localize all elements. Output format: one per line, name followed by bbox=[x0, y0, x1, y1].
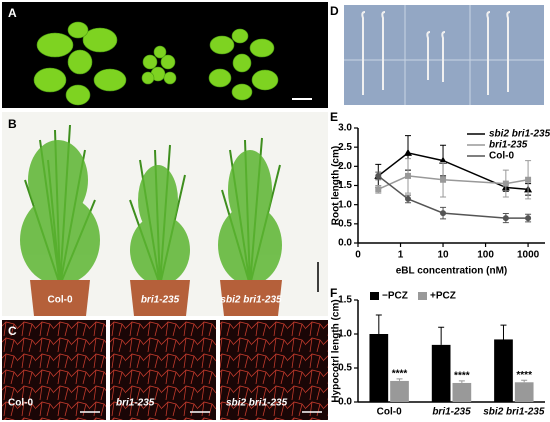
y-tick-label: 1.0 bbox=[338, 329, 352, 340]
panel-label: A bbox=[8, 6, 17, 20]
point bbox=[502, 180, 509, 187]
bar bbox=[369, 334, 389, 402]
y-tick-label: 2.5 bbox=[338, 142, 352, 153]
x-tick-label: Col-0 bbox=[377, 407, 402, 418]
y-tick-label: 0.0 bbox=[338, 397, 352, 408]
legend-swatch bbox=[370, 292, 379, 300]
photo-d bbox=[344, 5, 544, 105]
point bbox=[405, 195, 412, 202]
x-tick-label: 1 bbox=[398, 250, 404, 261]
point bbox=[502, 215, 509, 222]
y-tick-label: 1.0 bbox=[338, 199, 352, 210]
y-tick-label: 3.0 bbox=[338, 123, 352, 134]
photo-a bbox=[2, 2, 328, 108]
y-tick-label: 0.5 bbox=[338, 218, 352, 229]
error-bar bbox=[521, 379, 528, 383]
legend-label: bri1-235 bbox=[489, 140, 528, 151]
bar bbox=[431, 344, 451, 402]
value-label: **** bbox=[454, 371, 470, 382]
y-tick-label: 1.5 bbox=[338, 180, 352, 191]
point bbox=[404, 148, 413, 156]
y-axis-label: Root length (cm) bbox=[331, 146, 342, 225]
photo-label: Col-0 bbox=[48, 295, 73, 306]
x-tick-label: bri1-235 bbox=[432, 407, 471, 418]
y-tick-label: 2.0 bbox=[338, 161, 352, 172]
photo-c bbox=[2, 320, 328, 420]
legend-swatch bbox=[418, 292, 427, 300]
panel-label: E bbox=[330, 110, 338, 124]
panel-label: C bbox=[8, 324, 17, 338]
photo-label: Col-0 bbox=[8, 398, 33, 409]
x-tick-label: sbi2 bri1-235 bbox=[483, 407, 545, 418]
bar bbox=[514, 382, 534, 402]
photo-b bbox=[2, 112, 328, 316]
y-tick-label: 1.5 bbox=[338, 295, 352, 306]
bar bbox=[494, 339, 513, 402]
y-axis-label: Hypocotrl length (cm) bbox=[331, 299, 342, 402]
panel-label: D bbox=[330, 4, 339, 18]
bar bbox=[390, 380, 409, 402]
x-tick-label: 100 bbox=[477, 250, 494, 261]
point bbox=[375, 186, 382, 193]
point bbox=[439, 156, 448, 164]
legend-label: Col-0 bbox=[489, 151, 514, 162]
point bbox=[440, 210, 447, 217]
panel-label: B bbox=[8, 117, 17, 131]
point bbox=[525, 215, 532, 222]
x-tick-label: 1000 bbox=[517, 250, 540, 261]
point bbox=[375, 172, 382, 179]
error-bar bbox=[500, 324, 507, 340]
error-bar bbox=[396, 378, 403, 381]
photo-label: sbi2 bri1-235 bbox=[226, 398, 288, 409]
y-tick-label: 0.5 bbox=[338, 363, 352, 374]
error-bar bbox=[458, 380, 465, 383]
bar bbox=[452, 382, 472, 402]
photo-label: sbi2 bri1-235 bbox=[220, 295, 282, 306]
legend-label: sbi2 bri1-235 bbox=[489, 129, 550, 140]
photo-label: bri1-235 bbox=[116, 398, 155, 409]
point bbox=[440, 176, 447, 183]
value-label: **** bbox=[516, 370, 532, 381]
error-bar bbox=[375, 314, 382, 334]
value-label: **** bbox=[392, 369, 408, 380]
panel-label: F bbox=[330, 286, 337, 300]
point bbox=[405, 172, 412, 179]
x-tick-label: 10 bbox=[437, 250, 449, 261]
photo-label: bri1-235 bbox=[141, 295, 180, 306]
y-tick-label: 0.0 bbox=[338, 238, 352, 249]
legend-label: +PCZ bbox=[430, 291, 456, 302]
legend-label: −PCZ bbox=[382, 291, 408, 302]
x-axis-label: eBL concentration (nM) bbox=[396, 266, 507, 277]
x-tick-label: 0 bbox=[355, 250, 361, 261]
error-bar bbox=[438, 326, 445, 345]
point bbox=[525, 176, 532, 183]
